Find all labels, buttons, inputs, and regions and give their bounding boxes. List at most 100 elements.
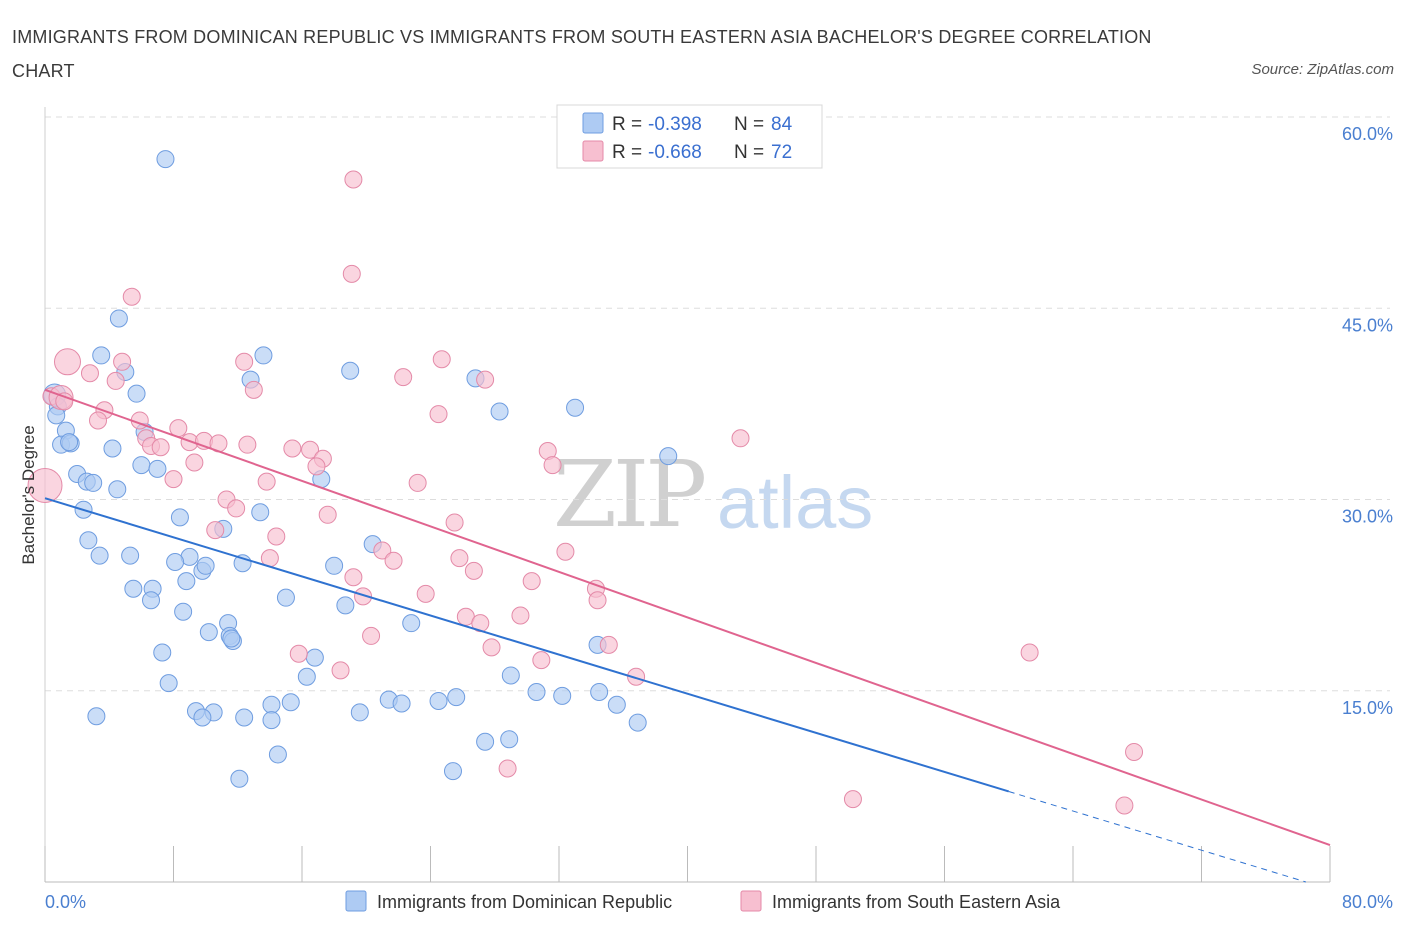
- scatter-point: [206, 521, 225, 540]
- scatter-point: [599, 635, 618, 654]
- scatter-point: [251, 503, 270, 522]
- grid-lines: [45, 116, 1390, 692]
- scatter-point: [344, 170, 363, 189]
- scatter-point: [307, 457, 326, 476]
- legend-box: R = -0.398 N = 84 R = -0.668 N = 72: [556, 104, 823, 169]
- scatter-point: [227, 499, 246, 518]
- scatter-point: [235, 352, 254, 371]
- scatter-point: [262, 711, 281, 730]
- scatter-point: [498, 759, 517, 778]
- scatter-point: [500, 730, 519, 749]
- scatter-point: [53, 348, 81, 376]
- scatter-point: [262, 695, 281, 714]
- scatter-point: [230, 769, 249, 788]
- x-tick-label: 80.0%: [1342, 892, 1393, 912]
- scatter-point: [132, 456, 151, 475]
- scatter-point: [267, 527, 286, 546]
- scatter-point: [276, 588, 295, 607]
- legend-r-label-1: R =: [612, 114, 642, 135]
- scatter-point: [429, 405, 448, 424]
- scatter-point: [92, 346, 111, 365]
- scatter-point: [627, 667, 646, 686]
- scatter-point: [159, 674, 178, 693]
- scatter-point: [476, 370, 495, 389]
- scatter-point: [79, 531, 98, 550]
- scatter-point: [289, 644, 308, 663]
- scatter-point: [127, 384, 146, 403]
- scatter-point: [566, 398, 585, 417]
- scatter-point: [331, 661, 350, 680]
- scatter-point: [166, 552, 185, 571]
- scatter-point: [196, 556, 215, 575]
- scatter-point: [607, 695, 626, 714]
- series-south-eastern-asia-points: [27, 170, 1144, 815]
- scatter-point: [350, 703, 369, 722]
- scatter-point: [254, 346, 273, 365]
- chart-title: IMMIGRANTS FROM DOMINICAN REPUBLIC VS IM…: [12, 27, 1152, 81]
- axes: [44, 107, 1331, 883]
- scatter-point: [174, 602, 193, 621]
- scatter-point: [106, 371, 125, 390]
- x-tick-label: 0.0%: [45, 892, 86, 912]
- scatter-point: [522, 572, 541, 591]
- scatter-point: [532, 651, 551, 670]
- scatter-point: [527, 683, 546, 702]
- scatter-point: [199, 623, 218, 642]
- scatter-point: [222, 629, 241, 648]
- scatter-point: [318, 505, 337, 524]
- scatter-point: [297, 667, 316, 686]
- scatter-point: [325, 556, 344, 575]
- legend-swatch-pink: [582, 140, 604, 162]
- scatter-point: [301, 440, 320, 459]
- bottom-legend: Immigrants from Dominican Republic Immig…: [345, 890, 1061, 912]
- scatter-point: [341, 361, 360, 380]
- scatter-point: [1115, 796, 1134, 815]
- trend-line-blue-extension: [1008, 790, 1307, 883]
- scatter-point: [281, 693, 300, 712]
- scatter-point: [27, 467, 63, 503]
- scatter-point: [482, 638, 501, 657]
- scatter-point: [153, 643, 172, 662]
- scatter-point: [55, 392, 74, 411]
- scatter-point: [156, 150, 175, 169]
- scatter-point: [543, 456, 562, 475]
- legend-n-value-2: 72: [771, 142, 792, 163]
- scatter-point: [445, 513, 464, 532]
- scatter-point: [193, 708, 212, 727]
- y-tick-label: 15.0%: [1342, 698, 1393, 718]
- scatter-point: [588, 591, 607, 610]
- scatter-point: [235, 708, 254, 727]
- watermark-atlas: atlas: [717, 461, 873, 544]
- scatter-point: [628, 713, 647, 732]
- scatter-point: [177, 572, 196, 591]
- scatter-point: [394, 368, 413, 387]
- bottom-legend-swatch-pink: [740, 890, 762, 912]
- legend-n-value-1: 84: [771, 114, 793, 135]
- scatter-point: [1125, 742, 1144, 761]
- scatter-point: [354, 587, 373, 606]
- scatter-point: [450, 549, 469, 568]
- scatter-point: [238, 435, 257, 454]
- series-dominican-republic-points: [43, 150, 678, 788]
- scatter-point: [151, 438, 170, 457]
- scatter-point: [432, 350, 451, 369]
- scatter-point: [124, 579, 143, 598]
- scatter-point: [408, 473, 427, 492]
- watermark-zip: ZIP: [553, 441, 704, 548]
- scatter-point: [1020, 643, 1039, 662]
- scatter-point: [113, 352, 132, 371]
- scatter-point: [148, 459, 167, 478]
- scatter-point: [590, 683, 609, 702]
- source-credit: Source: ZipAtlas.com: [1251, 61, 1394, 78]
- scatter-point: [553, 686, 572, 705]
- scatter-point: [556, 542, 575, 561]
- scatter-point: [384, 551, 403, 570]
- y-axis-title: Bachelor's Degree: [19, 425, 38, 564]
- trend-line-pink: [44, 388, 1331, 846]
- trend-lines: [44, 388, 1331, 883]
- legend-n-label-1: N =: [734, 114, 764, 135]
- scatter-point: [185, 453, 204, 472]
- scatter-point: [164, 470, 183, 489]
- scatter-point: [84, 473, 103, 492]
